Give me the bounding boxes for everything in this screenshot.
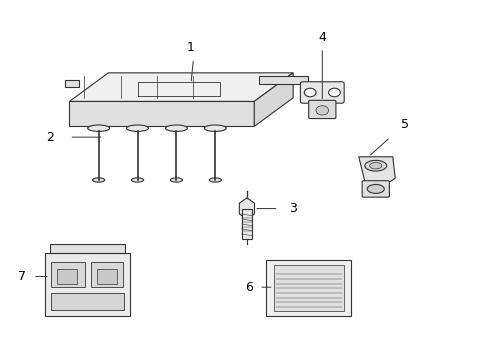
Polygon shape [64,80,79,87]
Ellipse shape [92,178,104,182]
Ellipse shape [87,125,109,131]
Circle shape [328,88,340,97]
FancyBboxPatch shape [51,262,85,287]
Polygon shape [239,198,254,219]
Text: 7: 7 [18,270,26,283]
Ellipse shape [165,125,187,131]
Polygon shape [254,73,292,126]
Ellipse shape [364,160,386,171]
FancyBboxPatch shape [362,181,388,197]
Ellipse shape [209,178,221,182]
Ellipse shape [126,125,148,131]
Text: 2: 2 [46,131,54,144]
FancyBboxPatch shape [50,244,125,253]
Text: 4: 4 [318,31,325,44]
FancyBboxPatch shape [91,262,122,287]
Ellipse shape [131,178,143,182]
FancyBboxPatch shape [45,253,130,316]
FancyBboxPatch shape [57,269,77,284]
Polygon shape [259,76,307,84]
FancyBboxPatch shape [241,208,252,239]
Text: 5: 5 [400,118,408,131]
Polygon shape [69,102,254,126]
Text: 1: 1 [187,41,195,54]
FancyBboxPatch shape [273,265,344,311]
Ellipse shape [170,178,182,182]
FancyBboxPatch shape [97,269,116,284]
FancyBboxPatch shape [300,82,344,103]
FancyBboxPatch shape [266,260,351,316]
Circle shape [304,88,315,97]
Ellipse shape [204,125,226,131]
Ellipse shape [369,162,381,169]
Text: 3: 3 [288,202,296,215]
Circle shape [315,106,328,115]
Ellipse shape [366,184,384,193]
FancyBboxPatch shape [308,100,335,118]
Text: 6: 6 [245,281,253,294]
Polygon shape [358,157,394,196]
FancyBboxPatch shape [51,293,123,310]
Polygon shape [69,73,292,102]
